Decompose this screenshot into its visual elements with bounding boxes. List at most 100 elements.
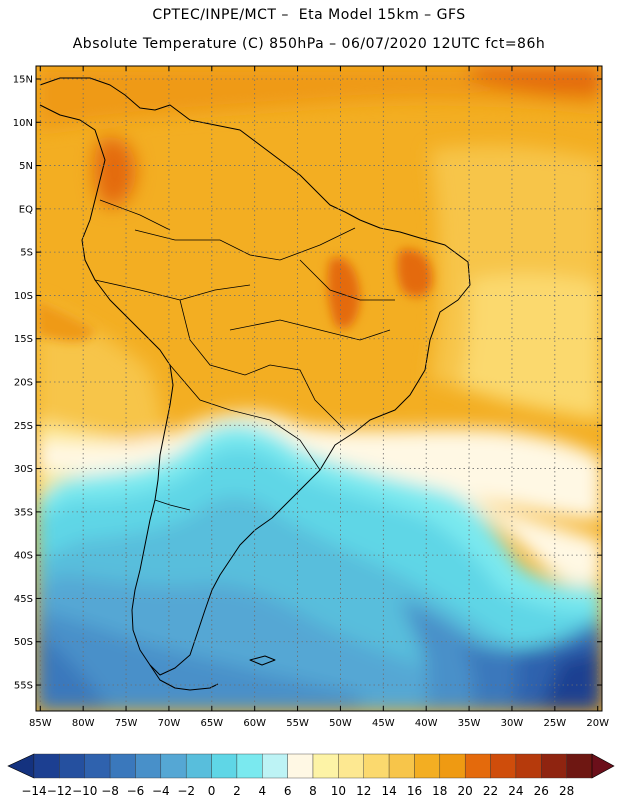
- colorbar-swatch: [287, 753, 314, 779]
- border-brazil-states: [229, 319, 391, 341]
- lat-label: 15N: [13, 74, 33, 85]
- lon-label: 45W: [372, 718, 395, 729]
- colorbar-labels: −14 −12 −10 −8 −6 −4 −2 0 2 4 6 8 10 12 14 16 18 20 22 24 26…: [21, 784, 574, 798]
- colorbar-label: −2: [177, 784, 195, 798]
- lon-label: 85W: [29, 718, 52, 729]
- lat-label: 35S: [14, 507, 33, 518]
- field-pacific-warm-strip: [36, 300, 95, 342]
- colorbar-label: 22: [483, 784, 498, 798]
- lon-label: 65W: [200, 718, 223, 729]
- lon-label: 35W: [458, 718, 481, 729]
- border-north: [134, 227, 356, 261]
- lon-label: 55W: [286, 718, 309, 729]
- colorbar-label: −6: [127, 784, 145, 798]
- lat-label: 50S: [14, 637, 33, 648]
- field-southwest-cold: [36, 630, 110, 711]
- field-amazon-warm: [327, 257, 360, 329]
- colorbar-swatch: [59, 753, 85, 779]
- lon-label: 40W: [415, 718, 438, 729]
- colorbar-swatch: [236, 753, 263, 779]
- colorbar-swatch: [541, 753, 567, 779]
- colorbar-swatch: [490, 753, 517, 779]
- colorbar-label: 10: [331, 784, 346, 798]
- colorbar-swatch: [363, 753, 390, 779]
- border-colombia: [99, 199, 171, 231]
- colorbar-label: 26: [534, 784, 549, 798]
- lat-label: EQ: [19, 204, 33, 215]
- colorbar-label: −10: [72, 784, 97, 798]
- colorbar-label: 18: [432, 784, 447, 798]
- lat-label: 20S: [14, 378, 33, 389]
- field-northeast-warm: [397, 249, 433, 297]
- colorbar-label: −14: [21, 784, 46, 798]
- chart-title-line-1: CPTEC/INPE/MCT – Eta Model 15km – GFS: [152, 7, 466, 23]
- colorbar-over-arrow: [591, 753, 615, 779]
- lon-label: 30W: [501, 718, 524, 729]
- colorbar-label: 28: [559, 784, 574, 798]
- axis-ticks: [36, 66, 602, 711]
- lon-label: 20W: [586, 718, 609, 729]
- lon-label: 80W: [72, 718, 95, 729]
- colorbar-label: 8: [309, 784, 317, 798]
- field-20-22-north: [470, 66, 602, 96]
- map-frame: [35, 65, 603, 712]
- field-pacific-14-16: [36, 300, 170, 470]
- border-argentina-north: [169, 364, 321, 471]
- border-bolivia-paraguay: [179, 299, 346, 431]
- colorbar-label: 2: [233, 784, 241, 798]
- colorbar-swatch: [84, 753, 111, 779]
- colorbar: [7, 753, 615, 779]
- coastline: [39, 77, 471, 691]
- colorbar-swatch: [312, 753, 339, 779]
- lat-label: 10S: [14, 291, 33, 302]
- latitude-labels: 15N 10N 5N EQ 5S 10S 15S 20S 25S 30S 35S 40S 45S 50S 5…: [13, 74, 33, 691]
- lat-label: 30S: [14, 464, 33, 475]
- longitude-labels: 85W 80W 75W 70W 65W 60W 55W 50W 45W 40W 35W 30W 25W 2…: [29, 718, 609, 729]
- colorbar-swatch: [388, 753, 415, 779]
- colorbar-swatch: [109, 753, 136, 779]
- colorbar-label: 14: [381, 784, 396, 798]
- colorbar-label: −8: [101, 784, 119, 798]
- colorbar-swatch: [439, 753, 466, 779]
- field-minus14: [540, 650, 602, 711]
- colorbar-swatch: [185, 753, 212, 779]
- lat-label: 40S: [14, 551, 33, 562]
- field-minus6-minus4: [36, 610, 360, 711]
- lon-label: 75W: [115, 718, 138, 729]
- colorbar-label: −12: [47, 784, 72, 798]
- colorbar-label: 4: [258, 784, 266, 798]
- colorbar-swatch: [160, 753, 187, 779]
- colorbar-label: 6: [284, 784, 292, 798]
- colorbar-label: 16: [407, 784, 422, 798]
- border-argentina-chile: [154, 499, 191, 511]
- south-america-outline: [39, 77, 471, 676]
- lat-label: 5N: [19, 161, 33, 172]
- colorbar-label: −4: [152, 784, 170, 798]
- lon-label: 50W: [329, 718, 352, 729]
- colorbar-swatch: [414, 753, 441, 779]
- colorbar-under-arrow: [7, 753, 35, 779]
- lat-label: 5S: [20, 248, 33, 259]
- colorbar-label: 20: [458, 784, 473, 798]
- border-brazil-states-2: [299, 259, 395, 301]
- tierra-del-fuego: [149, 664, 219, 691]
- colorbar-label: 0: [208, 784, 216, 798]
- falklands: [249, 655, 276, 666]
- lat-label: 10N: [13, 118, 33, 129]
- political-borders: [94, 199, 395, 511]
- lat-label: 55S: [14, 681, 33, 692]
- lat-label: 15S: [14, 334, 33, 345]
- field-12-14-east: [460, 274, 602, 420]
- lat-label: 25S: [14, 421, 33, 432]
- lon-label: 60W: [243, 718, 266, 729]
- lon-label: 70W: [158, 718, 181, 729]
- field-andes-north-warm: [94, 137, 136, 208]
- colorbar-label: 24: [508, 784, 523, 798]
- lat-label: 45S: [14, 594, 33, 605]
- colorbar-swatch: [135, 753, 162, 779]
- colorbar-swatch: [464, 753, 491, 779]
- lon-label: 25W: [544, 718, 567, 729]
- field-6-8-tail: [440, 500, 602, 586]
- colorbar-swatch: [515, 753, 542, 779]
